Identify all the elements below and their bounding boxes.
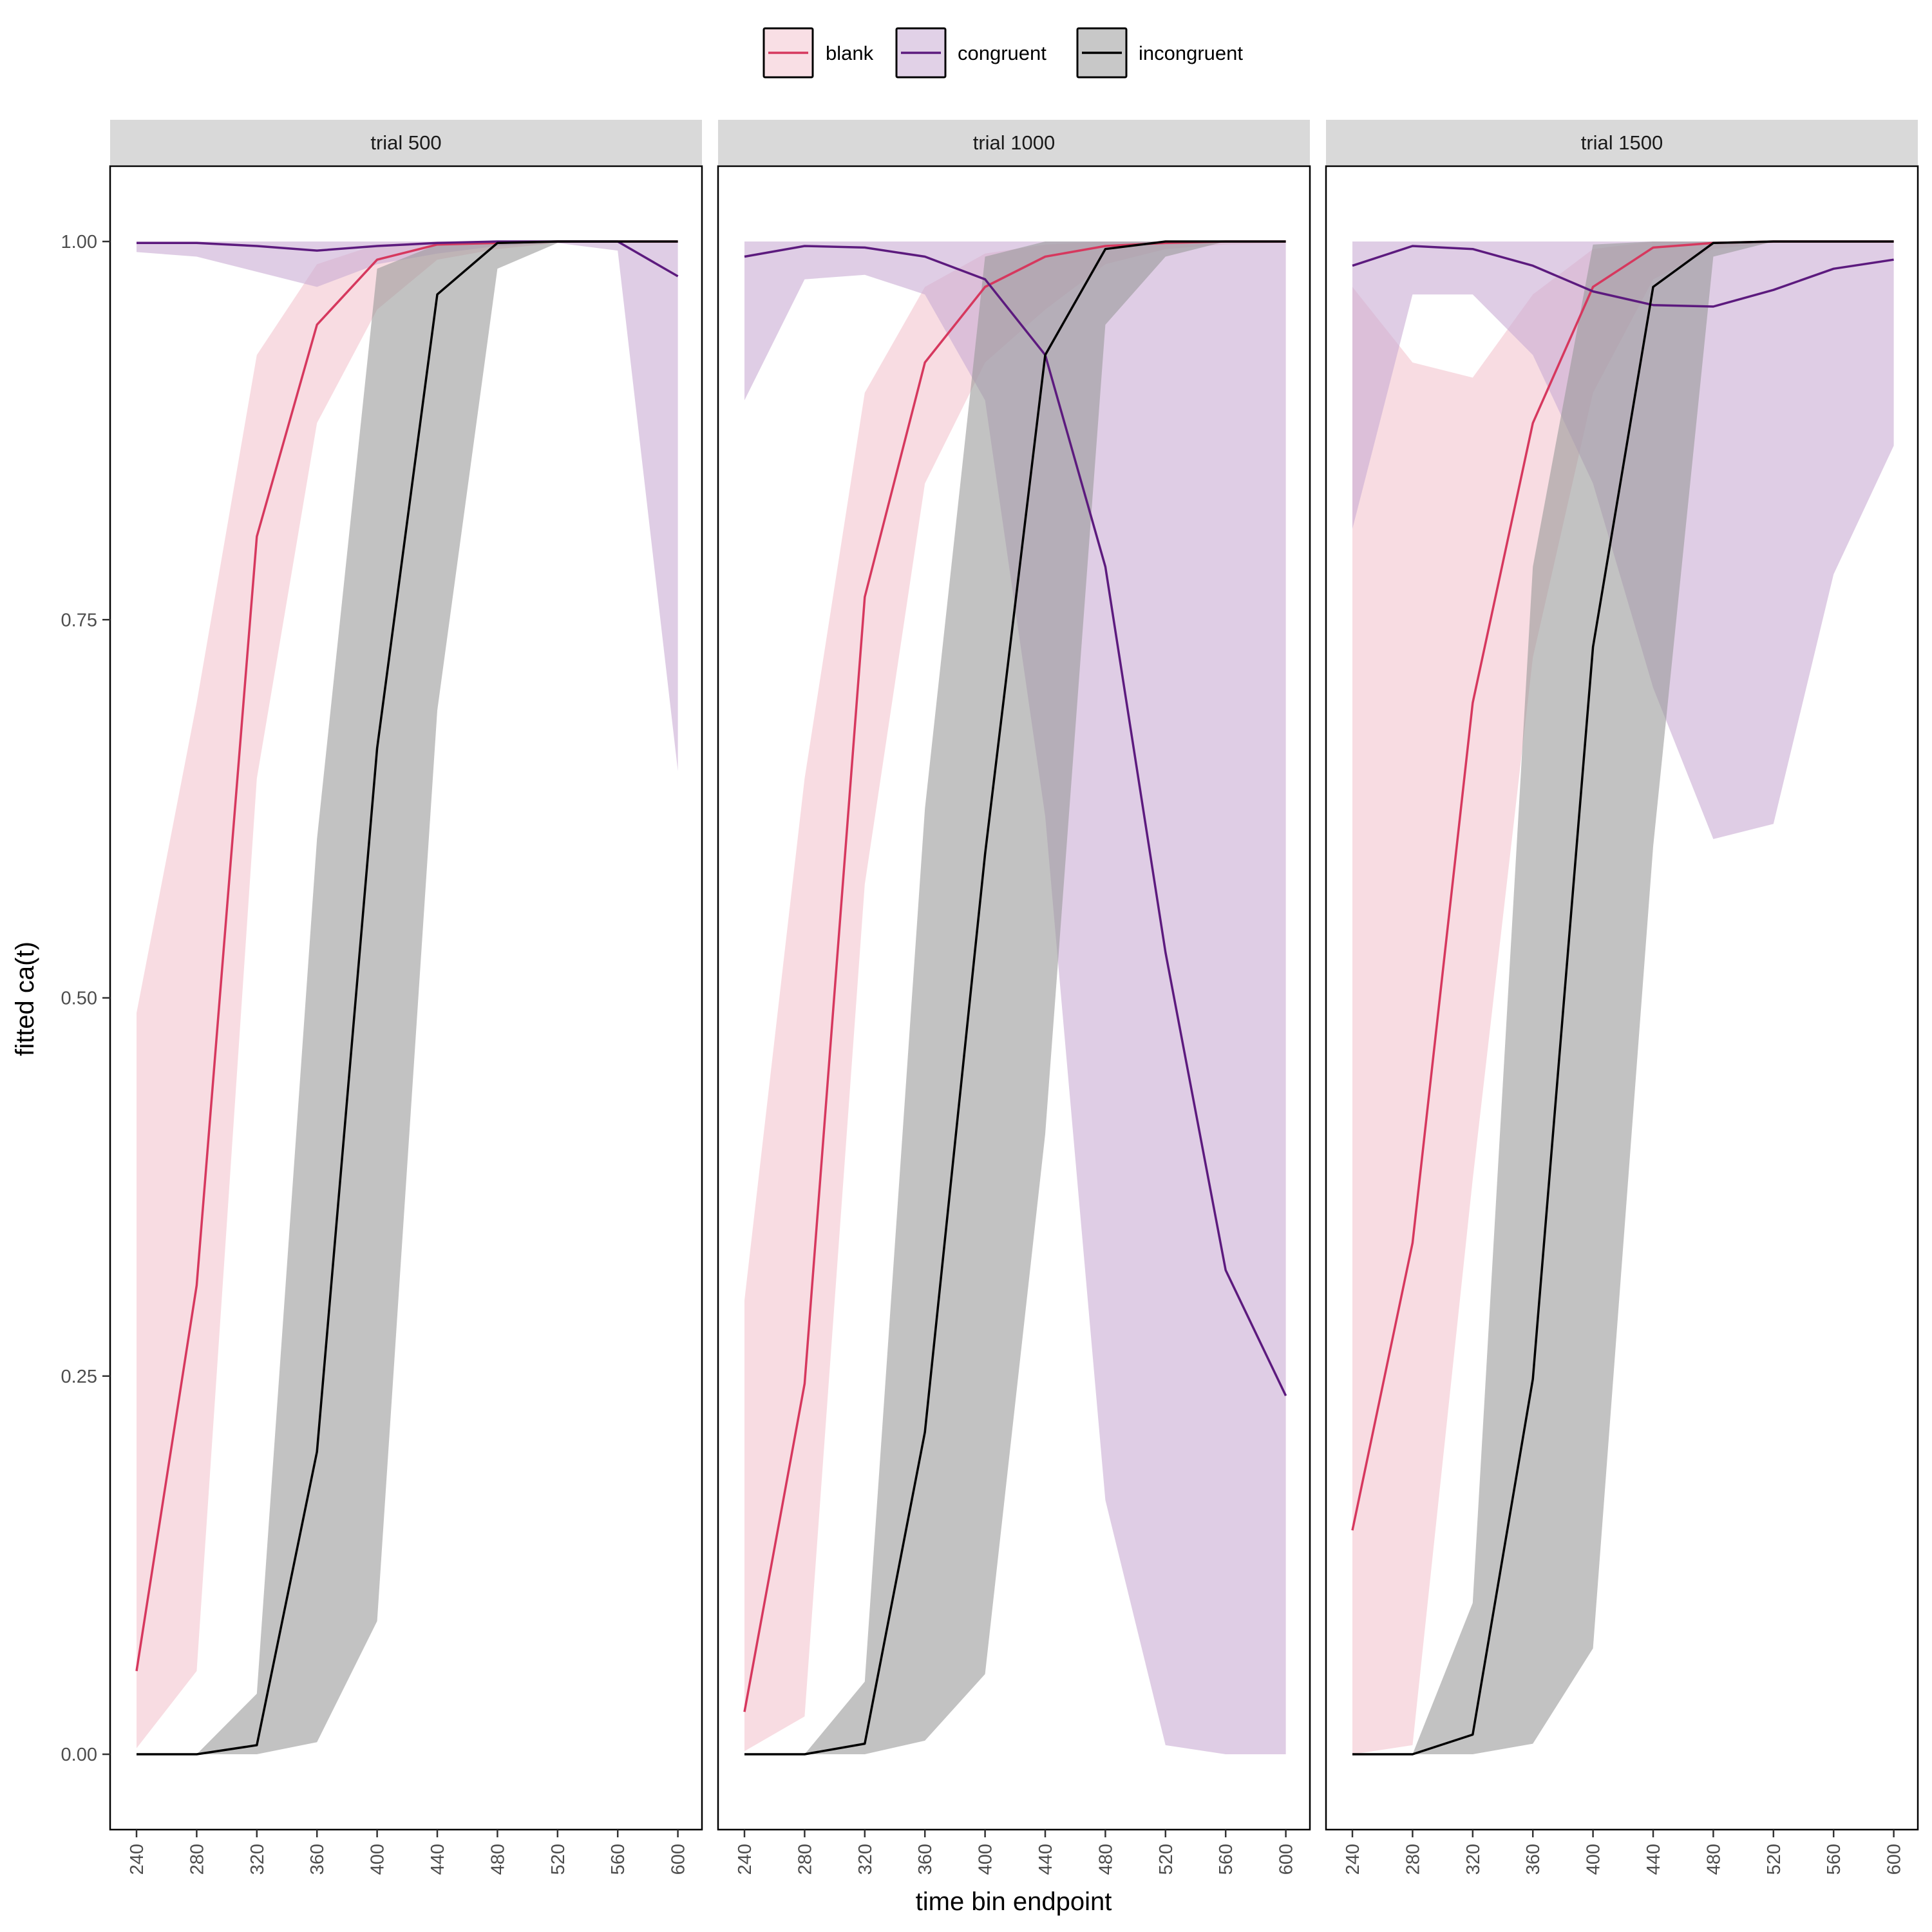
x-tick-label: 280 bbox=[1403, 1844, 1423, 1875]
x-tick-label: 400 bbox=[368, 1844, 388, 1875]
panel-title: trial 1500 bbox=[1581, 131, 1663, 154]
panel-title: trial 500 bbox=[370, 131, 441, 154]
y-tick-label: 0.75 bbox=[61, 610, 97, 630]
y-tick-label: 0.25 bbox=[61, 1367, 97, 1387]
series-lines bbox=[135, 240, 679, 1756]
x-axis: 240 280 320 360 400 440 480 520 560 600 bbox=[127, 1830, 689, 1875]
legend-label-incongruent: incongruent bbox=[1139, 42, 1243, 64]
x-tick-label: 600 bbox=[1276, 1844, 1297, 1875]
ribbon-incongruent bbox=[744, 242, 1286, 1754]
panel-title: trial 1000 bbox=[973, 131, 1056, 154]
x-tick-label: 400 bbox=[1584, 1844, 1604, 1875]
x-tick-label: 320 bbox=[247, 1844, 268, 1875]
series-line-incongruent bbox=[744, 240, 1286, 1756]
panel-1: trial 500 240 280 320 360 400 440 480 520 560 600 0… bbox=[61, 120, 703, 1875]
ribbons bbox=[1352, 242, 1894, 1754]
x-tick-label: 360 bbox=[1523, 1844, 1544, 1875]
y-tick-label: 0.00 bbox=[61, 1745, 97, 1765]
panels: trial 500 240 280 320 360 400 440 480 520 560 600 0… bbox=[61, 120, 1919, 1875]
panel-3: trial 1500 240 280 320 360 400 440 480 520 560 600 bbox=[1325, 120, 1919, 1875]
series-lines bbox=[743, 240, 1287, 1756]
x-tick-label: 560 bbox=[608, 1844, 629, 1875]
x-axis: 240 280 320 360 400 440 480 520 560 600 bbox=[1343, 1830, 1905, 1875]
panel-2: trial 1000 240 280 320 360 400 440 480 520 560 600 bbox=[717, 120, 1311, 1875]
series-line-incongruent bbox=[137, 240, 678, 1756]
ribbon-blank bbox=[1352, 242, 1894, 1754]
panel-strip bbox=[1326, 120, 1918, 165]
x-tick-label: 240 bbox=[735, 1844, 755, 1875]
legend: blank congruent incongruent bbox=[762, 27, 1243, 79]
legend-label-blank: blank bbox=[826, 42, 874, 64]
x-tick-label: 440 bbox=[428, 1844, 448, 1875]
x-tick-label: 600 bbox=[1884, 1844, 1905, 1875]
ribbon-blank bbox=[137, 242, 678, 1748]
x-tick-label: 520 bbox=[1156, 1844, 1177, 1875]
x-axis: 240 280 320 360 400 440 480 520 560 600 bbox=[735, 1830, 1297, 1875]
series-line-congruent bbox=[1352, 245, 1894, 308]
panel-strip bbox=[110, 120, 702, 165]
x-tick-label: 520 bbox=[548, 1844, 569, 1875]
x-tick-label: 440 bbox=[1643, 1844, 1664, 1875]
ribbon-incongruent bbox=[1352, 242, 1894, 1754]
x-tick-label: 240 bbox=[1343, 1844, 1363, 1875]
y-tick-label: 1.00 bbox=[61, 232, 97, 252]
x-tick-label: 360 bbox=[307, 1844, 328, 1875]
x-tick-label: 280 bbox=[795, 1844, 815, 1875]
legend-label-congruent: congruent bbox=[958, 42, 1046, 64]
panel-strip bbox=[718, 120, 1310, 165]
x-tick-label: 480 bbox=[1703, 1844, 1724, 1875]
ribbon-blank bbox=[744, 242, 1286, 1752]
x-tick-label: 480 bbox=[488, 1844, 508, 1875]
series-lines bbox=[1351, 240, 1894, 1756]
x-tick-label: 320 bbox=[855, 1844, 876, 1875]
y-tick-label: 0.50 bbox=[61, 989, 97, 1009]
ribbon-congruent bbox=[137, 242, 678, 772]
y-axis-title: fitted ca(t) bbox=[11, 942, 39, 1056]
ribbons bbox=[137, 242, 678, 1754]
panel-border bbox=[1325, 165, 1919, 1831]
x-tick-label: 480 bbox=[1095, 1844, 1116, 1875]
series-line-incongruent bbox=[1352, 240, 1894, 1756]
x-tick-label: 320 bbox=[1463, 1844, 1484, 1875]
x-tick-label: 560 bbox=[1216, 1844, 1236, 1875]
x-tick-label: 400 bbox=[976, 1844, 996, 1875]
series-line-congruent bbox=[744, 245, 1287, 1397]
x-tick-label: 600 bbox=[668, 1844, 689, 1875]
x-tick-label: 520 bbox=[1764, 1844, 1785, 1875]
x-tick-label: 240 bbox=[127, 1844, 147, 1875]
x-tick-label: 360 bbox=[915, 1844, 936, 1875]
ribbons bbox=[744, 242, 1286, 1754]
legend-item-incongruent: incongruent bbox=[1076, 27, 1243, 79]
x-tick-label: 280 bbox=[187, 1844, 207, 1875]
y-axis: 0.00 0.25 0.50 0.75 1.00 bbox=[61, 232, 110, 1765]
ribbon-congruent bbox=[744, 242, 1286, 1754]
legend-item-congruent: congruent bbox=[895, 27, 1046, 79]
x-axis-title: time bin endpoint bbox=[916, 1888, 1112, 1916]
legend-item-blank: blank bbox=[762, 27, 874, 79]
ribbon-incongruent bbox=[137, 242, 678, 1754]
x-tick-label: 440 bbox=[1036, 1844, 1056, 1875]
panel-border bbox=[717, 165, 1311, 1831]
x-tick-label: 560 bbox=[1824, 1844, 1844, 1875]
